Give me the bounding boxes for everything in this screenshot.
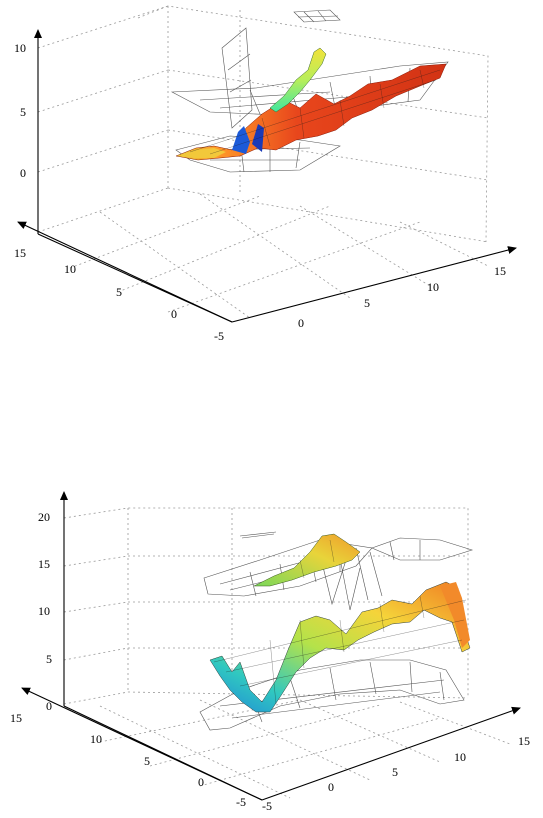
plot-1-surface: [175, 47, 447, 161]
plot-1-x-tick-10: 10: [427, 280, 439, 294]
plot-2-x-tick-neg5: -5: [262, 799, 272, 813]
plot-2-x-tick-5: 5: [392, 765, 398, 779]
plot-1-x-tick-5: 5: [364, 296, 370, 310]
plot-2-tick-labels: 20 15 10 5 0 15 10 5 0 -5 -5 0 5 10 15: [10, 510, 530, 813]
plot-1-x-tick-15: 15: [494, 264, 506, 278]
plot-2-y-tick-0: 0: [198, 775, 204, 789]
plot-1-z-tick-0: 0: [20, 166, 26, 180]
plot-1-x-axis: [231, 246, 517, 323]
plot-1-y-tick-15: 15: [14, 246, 26, 260]
plot-1-axes: [17, 29, 517, 323]
plot-1-x-tick-0: 0: [298, 316, 304, 330]
plot-1-tick-labels: 10 5 0 15 10 5 0 -5 0 5 10 15: [14, 41, 506, 343]
plot-2-x-tick-10: 10: [454, 750, 466, 764]
plot-1-y-tick-10: 10: [64, 262, 76, 276]
plot-1-y-tick-0: 0: [171, 307, 177, 321]
plot-2-z-tick-0: 0: [46, 699, 52, 713]
plot-2-z-tick-5: 5: [46, 652, 52, 666]
plot-1-z-tick-5: 5: [20, 105, 26, 119]
plot-2-surface: [209, 533, 471, 713]
plot-2-x-tick-0: 0: [328, 780, 334, 794]
plot-2-y-tick-15: 15: [10, 711, 22, 725]
plot-1-z-tick-10: 10: [14, 41, 26, 55]
plot-1-grid: [37, 5, 489, 319]
plot-2-x-tick-15: 15: [518, 734, 530, 748]
plot-2-z-tick-10: 10: [38, 604, 50, 618]
plot-2-axes: [21, 491, 521, 801]
plot-2-grid: [63, 507, 511, 799]
plot-2-z-tick-15: 15: [38, 557, 50, 571]
plot-2-y-tick-5: 5: [144, 754, 150, 768]
plot-2-y-tick-10: 10: [90, 732, 102, 746]
plot-2-x-axis: [261, 706, 521, 801]
plot-2-z-tick-20: 20: [38, 510, 50, 524]
plot-1-y-tick-5: 5: [116, 285, 122, 299]
plot-1: 10 5 0 15 10 5 0 -5 0 5 10 15: [14, 5, 517, 343]
plot-2: 20 15 10 5 0 15 10 5 0 -5 -5 0 5 10 15: [10, 491, 530, 813]
plot-2-y-tick-neg5: -5: [236, 795, 246, 809]
plot-1-y-tick-neg5: -5: [214, 329, 224, 343]
